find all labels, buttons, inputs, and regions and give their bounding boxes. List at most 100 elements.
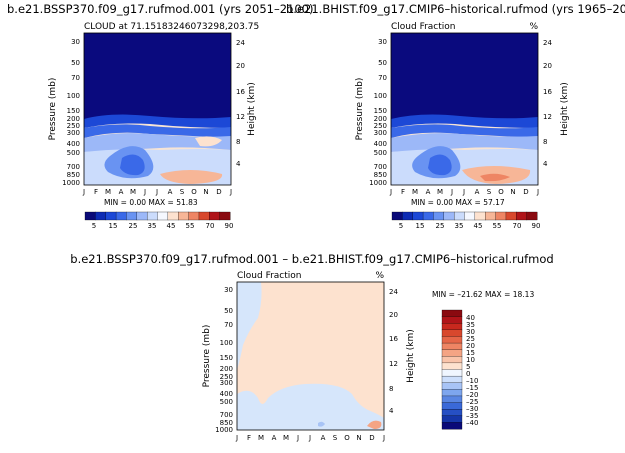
p2-ptick-250: 250 bbox=[374, 122, 387, 130]
p1-htick-4: 4 bbox=[236, 160, 241, 168]
panel-2-frame bbox=[390, 32, 539, 186]
p3-colorbar-swatch-10 bbox=[441, 375, 463, 384]
p2-ptick-300: 300 bbox=[374, 129, 387, 137]
p3-ylabel-right: Height (km) bbox=[406, 329, 416, 383]
p3-ptick-500: 500 bbox=[220, 398, 233, 406]
p3-ptick-700: 700 bbox=[220, 411, 233, 419]
p3-month-4: M bbox=[283, 434, 289, 442]
p2-colorbar-labels: 5 15 25 35 45 55 70 90 bbox=[399, 222, 541, 230]
p3-ptick-250: 250 bbox=[220, 373, 233, 381]
p2-colorbar-swatch-9 bbox=[485, 211, 497, 221]
panel-2-plot bbox=[390, 32, 539, 186]
p3-cb-label-35: 35 bbox=[466, 321, 475, 329]
tropopause-band bbox=[84, 114, 231, 128]
panel-2: b.e21.BHIST.f09_g17.CMIP6–historical.ruf… bbox=[286, 2, 625, 230]
p2-month-1: F bbox=[401, 188, 405, 196]
p1-month-6: J bbox=[155, 188, 158, 196]
p3-month-3: A bbox=[272, 434, 277, 442]
p2-ptick-150: 150 bbox=[374, 107, 387, 115]
p1-ptick-200: 200 bbox=[67, 115, 80, 123]
p3-colorbar-swatch-13 bbox=[441, 395, 463, 404]
p3-ptick-30: 30 bbox=[224, 286, 233, 294]
p3-colorbar-swatch-8 bbox=[441, 362, 463, 370]
p1-cb-label-90: 90 bbox=[225, 222, 234, 230]
p2-month-5: J bbox=[450, 188, 453, 196]
negative-small-cell bbox=[318, 421, 325, 427]
p1-cb-label-70: 70 bbox=[206, 222, 215, 230]
upper-clear-region bbox=[84, 33, 231, 122]
p2-colorbar-swatch-0 bbox=[391, 211, 403, 221]
panel-2-units: % bbox=[529, 22, 538, 32]
negative-lower-band bbox=[237, 383, 384, 430]
p3-colorbar-swatch-3 bbox=[441, 329, 463, 337]
p3-colorbar bbox=[441, 309, 463, 430]
surface-warm-patch bbox=[160, 170, 223, 184]
p3-ptick-300: 300 bbox=[220, 379, 233, 387]
p1-ylabel: Pressure (mb) bbox=[48, 78, 58, 141]
p1-month-4: M bbox=[130, 188, 136, 196]
p2-colorbar-swatch-2 bbox=[412, 211, 424, 221]
positive-surface-cell bbox=[367, 420, 382, 429]
p3-htick-20: 20 bbox=[389, 311, 398, 319]
tropopause-band bbox=[391, 114, 538, 128]
panel-1-plot bbox=[83, 32, 232, 186]
p1-colorbar-swatch-10 bbox=[188, 211, 200, 221]
panel-3-units: % bbox=[375, 271, 384, 281]
p2-cb-label-55: 55 bbox=[493, 222, 502, 230]
p3-colorbar-swatch-15 bbox=[441, 409, 463, 417]
p3-month-10: N bbox=[356, 434, 361, 442]
p3-htick-16: 16 bbox=[389, 335, 398, 343]
p3-month-1: F bbox=[247, 434, 251, 442]
p3-stats: MIN = –21.62 MAX = 18.13 bbox=[432, 290, 534, 299]
p3-cb-label-0: 0 bbox=[466, 370, 470, 378]
p3-ptick-850: 850 bbox=[220, 419, 233, 427]
p3-colorbar-swatch-16 bbox=[441, 415, 463, 423]
p3-ptick-70: 70 bbox=[224, 321, 233, 329]
panel-3-right-axis: 24 20 16 12 8 4 Height (km) bbox=[389, 288, 416, 415]
p2-month-11: D bbox=[523, 188, 528, 196]
p3-month-7: A bbox=[321, 434, 326, 442]
p3-colorbar-swatch-1 bbox=[441, 316, 463, 324]
p1-colorbar-labels: 5 15 25 35 45 55 70 90 bbox=[92, 222, 234, 230]
panel-1-left-axis: 30 50 70 100 150 200 250 300 400 500 700… bbox=[48, 38, 80, 187]
p3-month-6: J bbox=[308, 434, 311, 442]
p2-htick-4: 4 bbox=[543, 160, 548, 168]
p2-month-0: J bbox=[389, 188, 392, 196]
p3-ptick-400: 400 bbox=[220, 390, 233, 398]
p2-month-7: A bbox=[475, 188, 480, 196]
band-45 bbox=[391, 133, 538, 152]
p2-htick-12: 12 bbox=[543, 113, 552, 121]
p2-stats: MIN = 0.00 MAX = 57.17 bbox=[411, 198, 505, 207]
panel-2-subtitle: Cloud Fraction bbox=[391, 22, 456, 32]
p1-ptick-250: 250 bbox=[67, 122, 80, 130]
p2-htick-16: 16 bbox=[543, 88, 552, 96]
p1-colorbar bbox=[84, 211, 231, 221]
p1-month-12: J bbox=[229, 188, 232, 196]
p2-colorbar-swatch-13 bbox=[526, 211, 538, 221]
p3-cb-label-10: 10 bbox=[466, 356, 475, 364]
p1-cb-label-45: 45 bbox=[167, 222, 176, 230]
p2-month-3: A bbox=[426, 188, 431, 196]
p1-month-11: D bbox=[216, 188, 221, 196]
p2-ptick-200: 200 bbox=[374, 115, 387, 123]
p3-month-11: D bbox=[369, 434, 374, 442]
p1-colorbar-swatch-3 bbox=[115, 211, 127, 221]
p2-month-2: M bbox=[412, 188, 418, 196]
p3-colorbar-labels: 40 35 30 25 20 15 10 5 0 –10 –15 –20 –25… bbox=[466, 314, 478, 427]
p1-ptick-100: 100 bbox=[67, 92, 80, 100]
p1-month-2: M bbox=[105, 188, 111, 196]
p3-cb-label-m30: –30 bbox=[466, 405, 478, 413]
p1-ptick-850: 850 bbox=[67, 171, 80, 179]
p3-colorbar-swatch-7 bbox=[441, 356, 463, 364]
p3-cb-label-m35: –35 bbox=[466, 412, 478, 420]
p1-ptick-1000: 1000 bbox=[62, 179, 80, 187]
p3-colorbar-swatch-12 bbox=[441, 389, 463, 397]
panel-1-subtitle: CLOUD at 71.15183246073298,203.75 bbox=[84, 22, 259, 32]
p3-htick-8: 8 bbox=[389, 385, 393, 393]
p1-colorbar-swatch-12 bbox=[209, 211, 221, 221]
p3-ptick-1000: 1000 bbox=[215, 426, 233, 434]
p1-ptick-700: 700 bbox=[67, 163, 80, 171]
p2-colorbar-swatch-5 bbox=[443, 211, 455, 221]
panel-1-title: b.e21.BSSP370.f09_g17.rufmod.001 (yrs 20… bbox=[7, 2, 313, 16]
